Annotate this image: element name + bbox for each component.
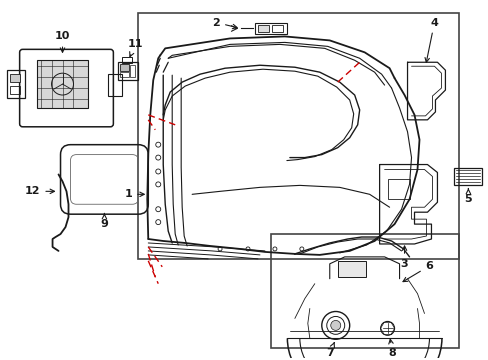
Bar	[118, 62, 138, 80]
Bar	[130, 65, 135, 77]
Text: 3: 3	[400, 246, 407, 269]
Text: 7: 7	[325, 343, 334, 358]
Bar	[10, 74, 20, 82]
Text: 12: 12	[25, 186, 54, 196]
Bar	[120, 72, 129, 77]
Text: 2: 2	[212, 18, 237, 29]
Bar	[120, 64, 129, 71]
Text: 4: 4	[424, 18, 438, 62]
Bar	[10, 86, 20, 94]
Text: 6: 6	[402, 261, 432, 282]
Bar	[122, 57, 132, 63]
Bar	[254, 23, 286, 35]
Bar	[270, 234, 458, 348]
Bar	[37, 60, 88, 108]
Text: 11: 11	[127, 39, 143, 57]
Bar	[271, 24, 283, 32]
Bar	[138, 13, 458, 259]
Text: 8: 8	[388, 339, 396, 358]
Text: 10: 10	[55, 31, 70, 52]
Bar	[387, 179, 408, 199]
Bar	[337, 261, 365, 277]
Bar	[453, 167, 481, 185]
Text: 5: 5	[464, 189, 471, 204]
Bar	[7, 70, 24, 98]
Circle shape	[330, 320, 340, 330]
Bar	[108, 74, 122, 96]
Text: 1: 1	[124, 189, 144, 199]
Text: 9: 9	[100, 213, 108, 229]
Bar	[258, 24, 268, 32]
